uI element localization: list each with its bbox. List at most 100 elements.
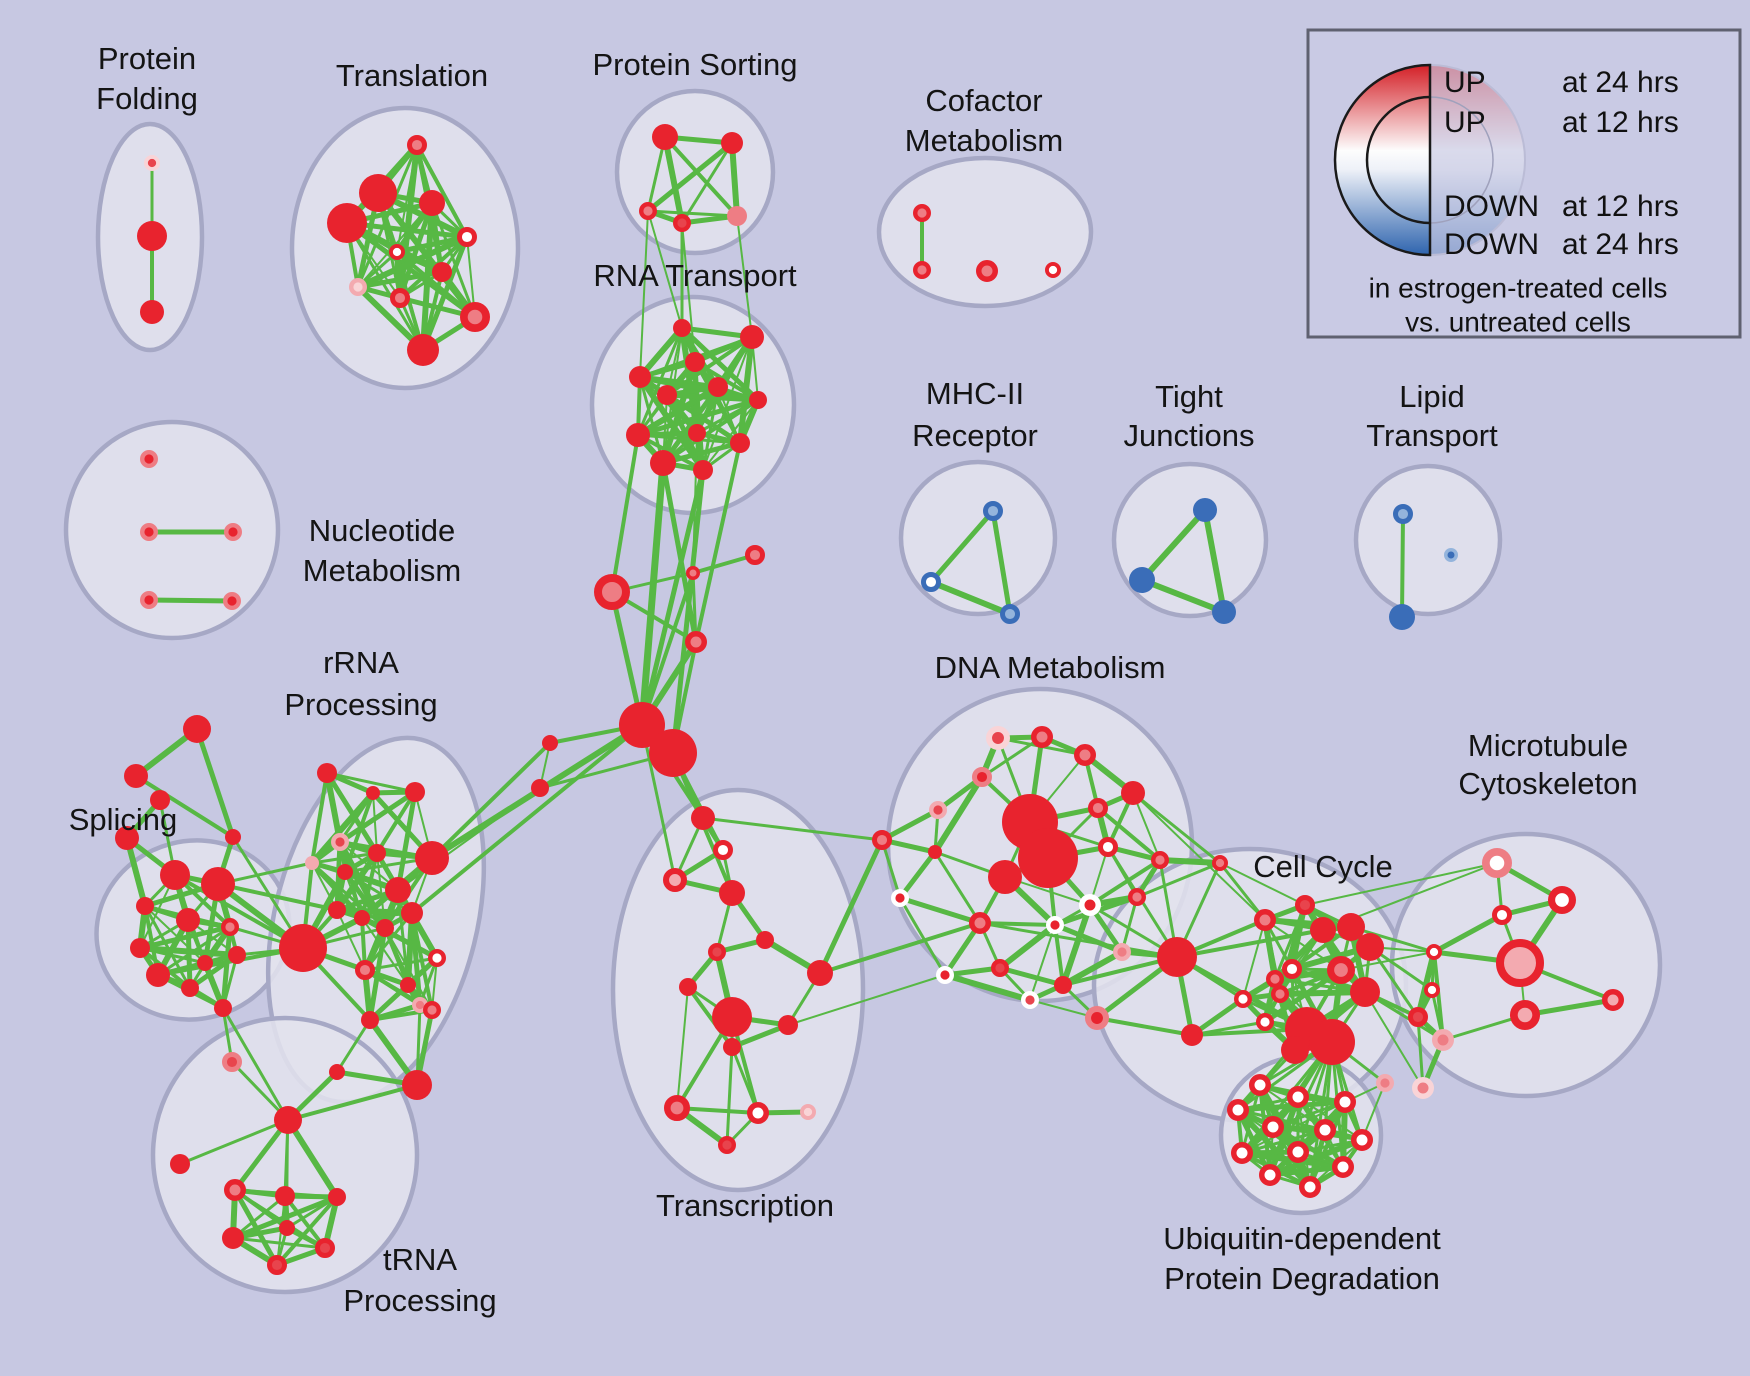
gene-node — [1259, 1164, 1281, 1186]
gene-node — [1299, 1176, 1321, 1198]
gene-node — [124, 764, 148, 788]
gene-node — [1045, 916, 1064, 935]
legend-row-direction: DOWN — [1444, 228, 1539, 261]
cluster-label-protein-folding: Folding — [96, 81, 198, 116]
network-edge — [334, 850, 380, 913]
network-edge — [1432, 950, 1445, 1042]
network-edge — [692, 432, 698, 574]
gene-node — [1085, 1006, 1110, 1031]
gene-node — [727, 206, 747, 226]
gene-node — [626, 423, 650, 447]
network-edge — [676, 986, 689, 1109]
gene-node — [1254, 909, 1276, 931]
network-edge — [691, 571, 698, 644]
network-edge — [978, 921, 1057, 927]
network-edge — [173, 873, 305, 950]
gene-node — [686, 566, 700, 580]
gene-node — [176, 908, 200, 932]
network-edge — [1139, 577, 1227, 615]
gene-node — [1018, 828, 1078, 888]
cluster-label-ubiquitin-degradation: Protein Degradation — [1164, 1261, 1440, 1296]
gene-node — [1309, 1019, 1355, 1065]
network-edge — [335, 1018, 372, 1074]
network-edge — [430, 741, 552, 860]
network-edge — [230, 1194, 340, 1241]
network-edge — [1060, 902, 1093, 988]
network-edge — [220, 924, 233, 1011]
gene-node — [407, 135, 428, 156]
gene-node — [1255, 1013, 1274, 1032]
gene-node — [747, 1102, 769, 1124]
gene-node — [913, 261, 932, 280]
gene-node — [929, 801, 948, 820]
gene-node — [542, 735, 558, 751]
legend-inner-ring-left-half — [1365, 95, 1431, 225]
network-edge — [942, 972, 1033, 1003]
gene-node — [673, 319, 691, 337]
network-edge — [363, 956, 439, 972]
gene-node — [1337, 913, 1365, 941]
network-edge — [702, 336, 753, 471]
cluster-label-tight-junctions: Tight — [1155, 379, 1223, 414]
network-edge — [285, 1195, 339, 1230]
gene-node — [376, 919, 394, 937]
cluster-label-protein-folding: Protein — [98, 41, 196, 76]
gene-node — [1424, 981, 1441, 998]
gene-node — [222, 592, 241, 611]
network-edge — [640, 571, 695, 727]
gene-node — [1432, 1029, 1454, 1051]
gene-node — [305, 856, 319, 870]
gene-node — [1127, 888, 1146, 907]
gene-node — [594, 574, 630, 610]
gene-node — [988, 860, 1022, 894]
gene-node — [388, 244, 405, 261]
network-edge — [309, 790, 376, 866]
network-edge — [1431, 912, 1505, 955]
gene-node — [1045, 261, 1062, 278]
gene-node — [139, 591, 158, 610]
gene-node — [1233, 990, 1252, 1009]
network-edge — [310, 771, 329, 865]
cluster-label-trna-processing: Processing — [343, 1283, 496, 1318]
cluster-label-nucleotide-metabolism: Nucleotide — [309, 513, 455, 548]
cluster-label-cofactor-metabolism: Metabolism — [905, 123, 1064, 158]
gene-node — [999, 603, 1020, 624]
gene-node — [1231, 1142, 1253, 1164]
network-edge — [694, 441, 742, 644]
network-edge — [736, 215, 753, 338]
network-edge — [1095, 1016, 1194, 1037]
network-edge — [693, 360, 742, 445]
network-edge — [997, 922, 1058, 971]
network-edge — [639, 210, 649, 378]
network-edge — [1132, 792, 1266, 921]
network-edge — [363, 911, 414, 972]
gene-node — [1294, 894, 1315, 915]
network-edge — [355, 234, 470, 290]
cluster-label-ubiquitin-degradation: Ubiquitin-dependent — [1163, 1221, 1441, 1256]
network-edge — [1267, 1164, 1346, 1178]
network-edge — [410, 723, 644, 915]
gene-node — [1074, 744, 1096, 766]
gene-node — [1326, 956, 1355, 985]
network-edge — [691, 553, 757, 575]
gene-node — [531, 779, 549, 797]
gene-node — [1392, 504, 1413, 525]
cluster-tight-junctions — [1111, 461, 1269, 619]
network-edge — [1052, 922, 1125, 955]
cluster-label-rrna-processing: Processing — [284, 687, 437, 722]
network-edge — [701, 816, 884, 842]
network-edge — [729, 140, 740, 219]
gene-node — [1227, 1099, 1249, 1121]
network-edge — [818, 921, 982, 975]
cluster-cofactor-metabolism — [876, 155, 1094, 309]
gene-node — [331, 833, 350, 852]
network-edge — [664, 392, 761, 403]
gene-node — [718, 1135, 737, 1154]
gene-node — [1444, 548, 1458, 562]
gene-node — [197, 955, 213, 971]
network-edge — [231, 1194, 287, 1240]
legend-row-time: at 12 hrs — [1562, 106, 1679, 139]
network-edge — [978, 921, 1179, 959]
gene-node — [891, 889, 910, 908]
